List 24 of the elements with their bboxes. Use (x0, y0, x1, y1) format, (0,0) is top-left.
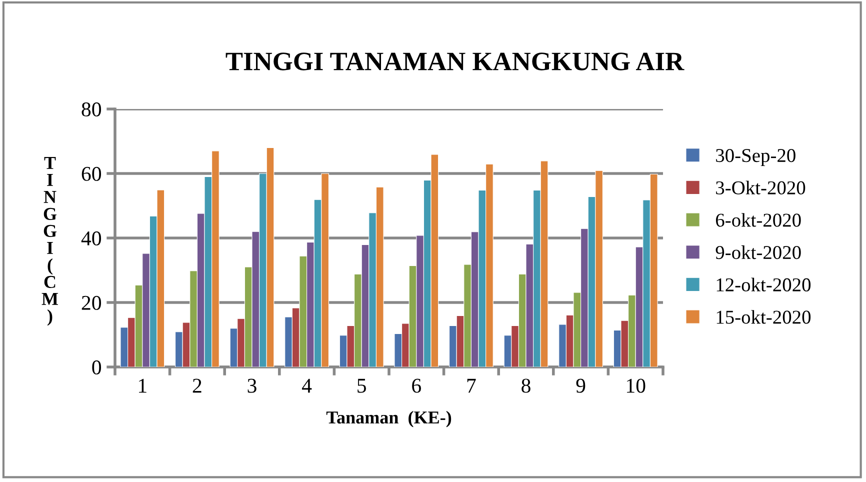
x-tick-label: 6 (412, 378, 421, 393)
y-tick-label: 80 (82, 102, 102, 116)
x-tick-label: 7 (467, 378, 476, 393)
legend-label: 30-Sep-20 (716, 148, 796, 166)
y-tick-label: 60 (82, 166, 102, 181)
x-tick-label: 9 (576, 378, 586, 393)
legend-label: 15-okt-2020 (716, 310, 811, 324)
legend-label: 9-okt-2020 (716, 245, 801, 260)
x-tick-label: 1 (139, 378, 146, 393)
x-tick-label: 10 (627, 378, 646, 393)
y-tick-label: 20 (82, 296, 102, 310)
legend-label: 6-okt-2020 (716, 213, 801, 227)
legend-label: 3-Okt-2020 (716, 180, 806, 194)
x-tick-label: 4 (302, 378, 312, 393)
x-tick-label: 8 (522, 378, 530, 393)
chart-title: TINGGI TANAMAN KANGKUNG AIR (226, 52, 684, 70)
y-tick-label: 0 (92, 360, 102, 374)
text: TINGGI (CM) (42, 157, 58, 326)
x-tick-label: 2 (192, 378, 202, 393)
legend-label: 12-okt-2020 (716, 278, 811, 292)
y-tick-label: 40 (81, 231, 102, 246)
x-axis-title: Tanaman (KE-) (326, 410, 452, 428)
x-tick-label: 3 (248, 378, 256, 393)
x-tick-label: 5 (358, 378, 366, 393)
